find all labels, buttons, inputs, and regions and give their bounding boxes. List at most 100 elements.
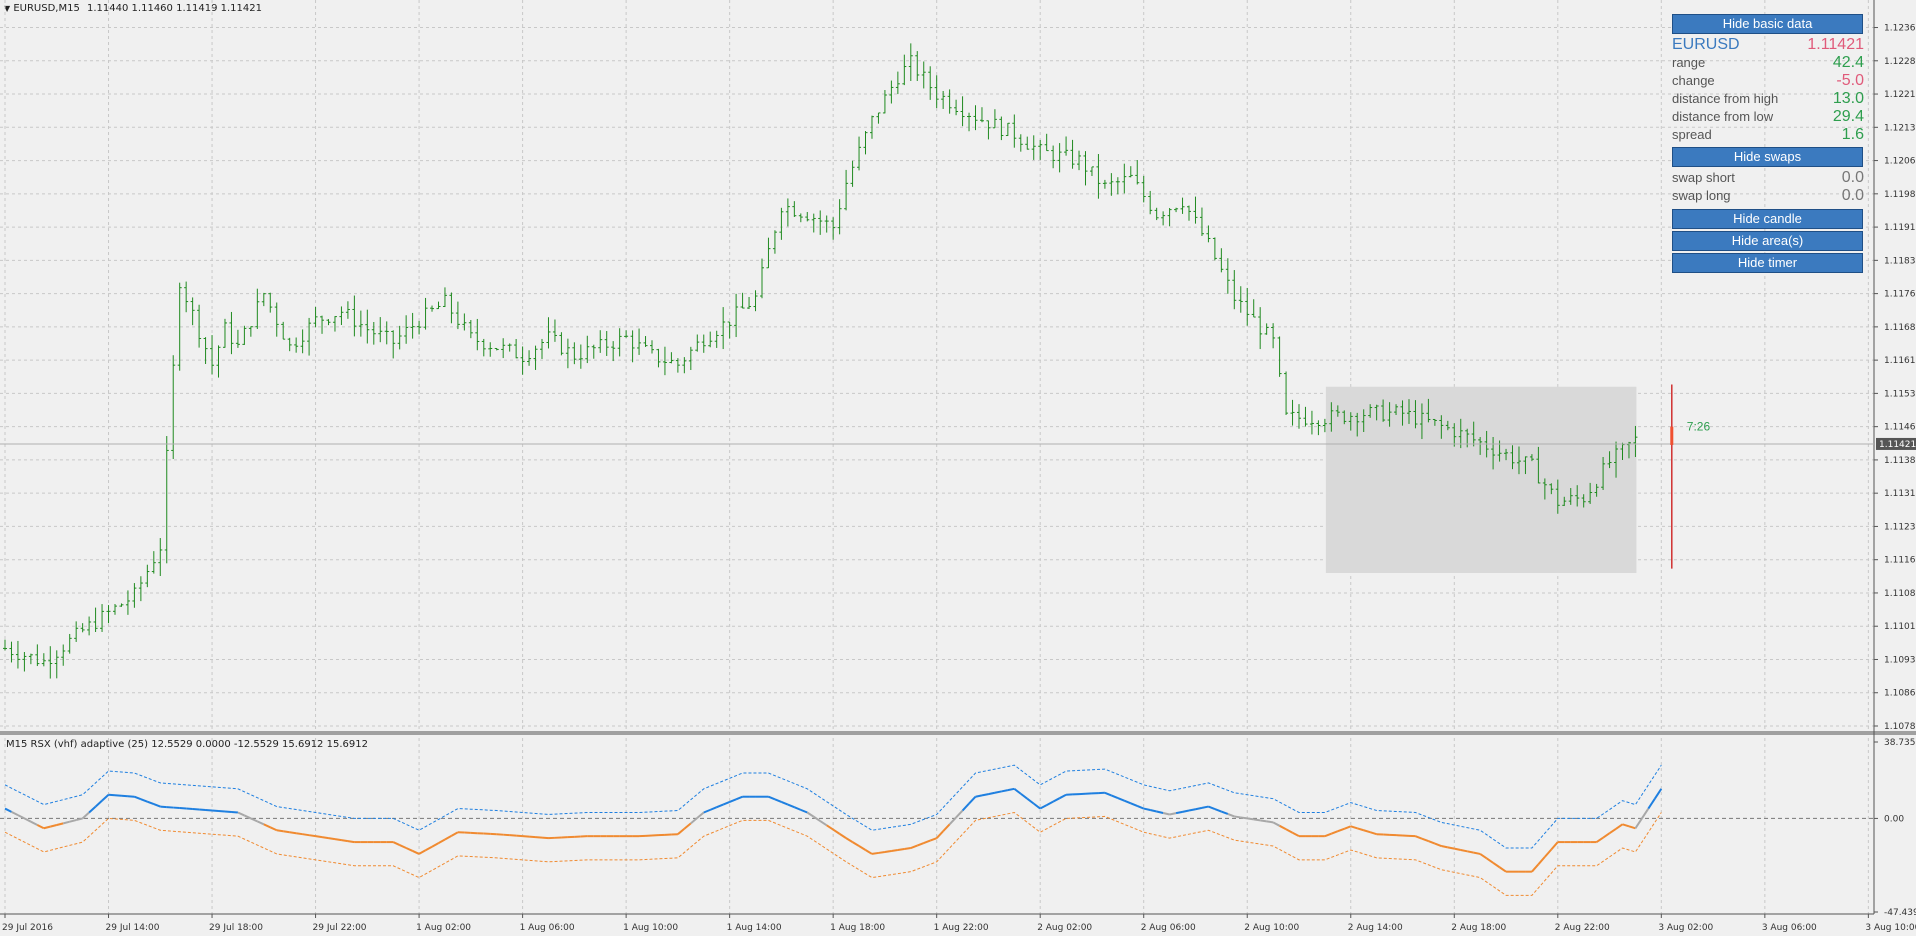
ohlc-bar — [261, 292, 266, 307]
ohlc-bar — [1206, 225, 1211, 243]
rsx-segment — [321, 836, 329, 840]
ohlc-bar — [630, 330, 635, 363]
time-tick-label: 1 Aug 02:00 — [416, 923, 471, 933]
rsx-segment — [1272, 821, 1281, 827]
rsx-segment — [994, 790, 1002, 794]
ohlc-bar — [928, 66, 933, 100]
rsx-segment — [878, 850, 886, 854]
hide-swaps-button[interactable]: Hide swaps — [1672, 147, 1863, 167]
hide-basic-data-button[interactable]: Hide basic data — [1672, 14, 1863, 34]
ohlc-bar — [1128, 166, 1133, 178]
ohlc-bar — [48, 646, 53, 679]
ohlc-bar — [889, 80, 894, 104]
ohlc-bar — [67, 633, 72, 654]
price-tick-label: 1.12135 — [1884, 123, 1916, 133]
ohlc-bar — [151, 551, 156, 574]
ohlc-bar — [197, 304, 202, 348]
rsx-segment — [412, 850, 420, 855]
rsx-segment — [1537, 856, 1546, 865]
ohlc-bar — [1109, 173, 1114, 196]
price-tick-label: 1.12210 — [1884, 90, 1916, 100]
rsx-segment — [975, 794, 983, 798]
ohlc-bar — [468, 319, 473, 339]
rsx-segment — [1330, 830, 1339, 835]
ohlc-bar — [281, 321, 286, 340]
ohlc-bar — [54, 650, 59, 679]
ohlc-bar — [1400, 400, 1405, 426]
rsx-segment — [858, 845, 867, 851]
chart-menu-icon[interactable]: ▼ — [4, 4, 11, 13]
ohlc-bar — [747, 296, 752, 310]
rsx-segment — [1441, 845, 1449, 849]
stat-label: spread — [1672, 127, 1712, 142]
rsx-segment — [1467, 850, 1474, 854]
rsx-segment — [1033, 802, 1041, 810]
ohlc-bar — [863, 131, 868, 155]
ohlc-bar — [527, 350, 532, 366]
indicator-title: M15 RSX (vhf) adaptive (25) 12.5529 0.00… — [6, 739, 368, 750]
time-tick-label: 3 Aug 02:00 — [1658, 923, 1713, 933]
rsx-segment — [1001, 789, 1009, 793]
rsx-segment — [1447, 846, 1455, 850]
rsx-segment — [904, 847, 911, 850]
info-panel: Hide basic data EURUSD 1.11421 range 42.4… — [1672, 12, 1864, 275]
ohlc-bar — [721, 307, 726, 350]
ohlc-bar — [1271, 323, 1276, 349]
ohlc-bar — [1329, 402, 1334, 432]
ohlc-bar — [831, 217, 836, 240]
ohlc-bar — [132, 583, 137, 608]
rsx-segment — [774, 798, 782, 803]
ohlc-bar — [1290, 399, 1295, 426]
ohlc-bar — [1458, 418, 1463, 449]
ohlc-bar — [449, 292, 454, 324]
stat-row: distance from high 13.0 — [1672, 90, 1864, 108]
ohlc-bar — [650, 340, 654, 354]
rsx-segment — [696, 811, 705, 819]
swap-row: swap long 0.0 — [1672, 187, 1864, 205]
rsx-segment — [62, 820, 70, 825]
rsx-segment — [1156, 810, 1164, 814]
rsx-segment — [871, 851, 879, 855]
ohlc-bar — [1588, 482, 1593, 504]
price-tick-label: 1.11685 — [1884, 323, 1916, 333]
ohlc-bar — [430, 305, 435, 312]
rsx-segment — [1175, 810, 1183, 815]
rsx-segment — [50, 824, 58, 828]
rsx-segment — [852, 841, 860, 847]
ohlc-bar — [546, 317, 551, 349]
ohlc-bar — [1342, 410, 1347, 425]
ohlc-bar — [1575, 485, 1580, 507]
ohlc-bar — [1432, 418, 1437, 426]
ohlc-bar — [514, 338, 519, 359]
rsx-segment — [942, 823, 951, 832]
rsx-segment — [1602, 832, 1611, 839]
rsx-segment — [1279, 824, 1287, 831]
ohlc-bar — [1199, 207, 1204, 236]
rsx-segment — [826, 824, 834, 831]
ohlc-bar — [1322, 418, 1327, 433]
rsx-segment — [328, 837, 336, 841]
rsx-segment — [146, 800, 155, 806]
ohlc-bar — [307, 317, 312, 356]
ohlc-bar — [1083, 151, 1088, 186]
ohlc-bar — [604, 331, 609, 356]
rsx-segment — [341, 839, 349, 843]
hide-timer-button[interactable]: Hide timer — [1672, 253, 1863, 273]
ohlc-bar — [617, 328, 622, 357]
ohlc-bar — [177, 282, 182, 371]
rsx-segment — [1479, 853, 1488, 860]
ohlc-bar — [986, 120, 991, 140]
time-tick-label: 2 Aug 18:00 — [1451, 923, 1506, 933]
rsx-segment — [735, 795, 743, 801]
price-tick-label: 1.12060 — [1884, 157, 1916, 167]
time-tick-label: 29 Jul 22:00 — [313, 923, 367, 933]
rsx-segment — [1130, 802, 1138, 807]
chart-title: ▼ EURUSD,M15 1.11440 1.11460 1.11419 1.1… — [4, 3, 262, 14]
price-tick-label: 1.12285 — [1884, 57, 1916, 67]
hide-areas-button[interactable]: Hide area(s) — [1672, 231, 1863, 251]
rsx-segment — [1020, 792, 1028, 800]
ohlc-bar — [455, 301, 460, 330]
hide-candle-button[interactable]: Hide candle — [1672, 209, 1863, 229]
rsx-segment — [75, 817, 83, 822]
